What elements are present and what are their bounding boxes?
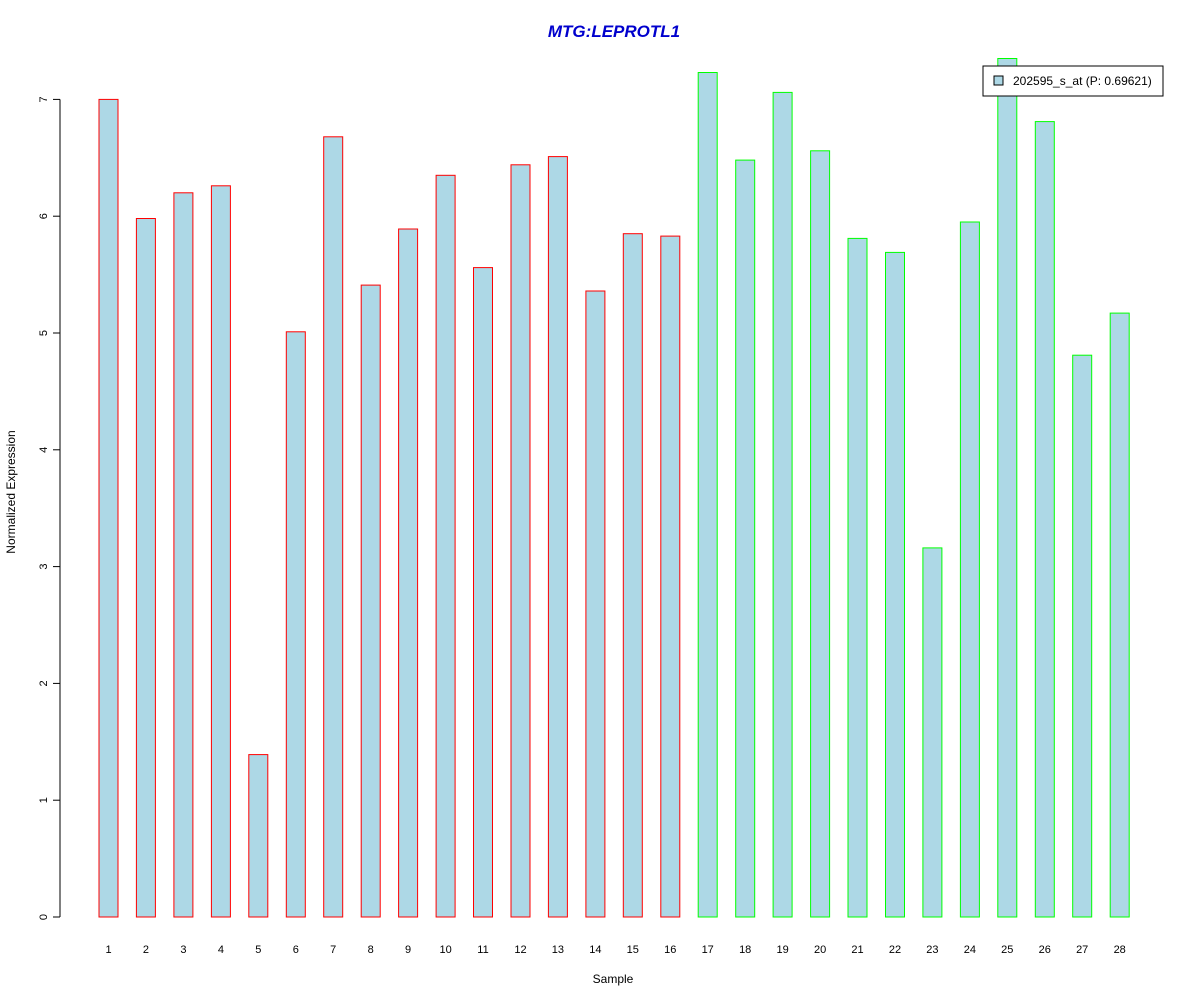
legend: 202595_s_at (P: 0.69621) bbox=[982, 65, 1164, 97]
x-tick-label: 27 bbox=[1076, 944, 1088, 956]
x-tick-label: 16 bbox=[664, 944, 676, 956]
x-tick-label: 7 bbox=[330, 944, 336, 956]
bar-sample-9 bbox=[398, 228, 419, 918]
y-tick-label: 7 bbox=[38, 96, 50, 102]
legend-label: 202595_s_at (P: 0.69621) bbox=[1013, 74, 1152, 88]
x-tick-label: 19 bbox=[776, 944, 788, 956]
bar-sample-19 bbox=[772, 91, 793, 918]
bar-sample-13 bbox=[547, 156, 568, 918]
x-tick-label: 24 bbox=[964, 944, 976, 956]
bar-sample-5 bbox=[248, 754, 269, 918]
x-tick-label: 23 bbox=[926, 944, 938, 956]
bars bbox=[98, 58, 1130, 918]
x-tick-label: 14 bbox=[589, 944, 601, 956]
y-tick-label: 0 bbox=[38, 914, 50, 920]
x-tick-label: 1 bbox=[105, 944, 111, 956]
x-tick-label: 20 bbox=[814, 944, 826, 956]
x-tick-label: 17 bbox=[702, 944, 714, 956]
x-tick-label: 18 bbox=[739, 944, 751, 956]
bar-sample-3 bbox=[173, 192, 194, 918]
bar-sample-14 bbox=[585, 290, 606, 918]
bar-sample-15 bbox=[622, 233, 643, 918]
x-tick-label: 2 bbox=[143, 944, 149, 956]
bar-sample-22 bbox=[885, 251, 905, 918]
y-tick-label: 4 bbox=[38, 447, 50, 453]
x-tick-label: 6 bbox=[293, 944, 299, 956]
x-tick-label: 28 bbox=[1114, 944, 1126, 956]
bar-sample-26 bbox=[1034, 121, 1055, 918]
x-tick-label: 13 bbox=[552, 944, 564, 956]
x-tick-label: 11 bbox=[477, 944, 488, 956]
bar-sample-18 bbox=[735, 159, 756, 918]
x-tick-label: 15 bbox=[627, 944, 639, 956]
y-axis: 0 1 2 3 4 5 6 7 bbox=[38, 96, 61, 920]
x-tick-label: 3 bbox=[180, 944, 186, 956]
bar-sample-24 bbox=[959, 221, 980, 918]
legend-box bbox=[982, 65, 1164, 97]
x-tick-label: 8 bbox=[368, 944, 374, 956]
bar-sample-10 bbox=[435, 174, 456, 918]
x-tick-label: 12 bbox=[514, 944, 526, 956]
y-tick-label: 6 bbox=[38, 213, 50, 219]
bar-sample-7 bbox=[323, 136, 344, 918]
y-tick-label: 2 bbox=[38, 680, 50, 686]
x-tick-label: 26 bbox=[1039, 944, 1051, 956]
x-tick-label: 22 bbox=[889, 944, 901, 956]
bar-sample-21 bbox=[847, 237, 868, 918]
bar-sample-27 bbox=[1072, 354, 1093, 918]
bar-sample-8 bbox=[360, 284, 381, 918]
bar-sample-4 bbox=[210, 185, 231, 918]
y-tick-label: 3 bbox=[38, 564, 50, 570]
x-tick-label: 25 bbox=[1001, 944, 1013, 956]
bar-sample-25 bbox=[997, 58, 1018, 918]
bar-sample-17 bbox=[697, 72, 718, 918]
bar-sample-1 bbox=[98, 98, 119, 918]
x-tick-label: 10 bbox=[439, 944, 451, 956]
y-axis-label: Normalized Expression bbox=[4, 430, 18, 553]
chart-title: MTG:LEPROTL1 bbox=[548, 22, 680, 41]
x-axis-label: Sample bbox=[593, 972, 634, 986]
bar-sample-28 bbox=[1109, 312, 1130, 918]
bar-sample-12 bbox=[510, 164, 531, 918]
bar-sample-11 bbox=[473, 267, 493, 918]
bar-sample-6 bbox=[285, 331, 306, 918]
y-tick-label: 1 bbox=[38, 797, 50, 803]
x-axis-ticks: 1 2 3 4 5 6 7 8 9 10 11 12 13 14 15 16 17 18 19 20 21 22 23 24 2… bbox=[105, 944, 1125, 956]
bar-sample-16 bbox=[660, 235, 681, 918]
bar-sample-2 bbox=[135, 218, 156, 918]
y-tick-label: 5 bbox=[38, 330, 50, 336]
x-tick-label: 9 bbox=[405, 944, 411, 956]
bar-sample-20 bbox=[810, 150, 831, 918]
x-tick-label: 4 bbox=[218, 944, 224, 956]
legend-swatch bbox=[993, 75, 1004, 86]
bar-sample-23 bbox=[922, 547, 943, 918]
x-tick-label: 21 bbox=[851, 944, 863, 956]
x-tick-label: 5 bbox=[255, 944, 261, 956]
